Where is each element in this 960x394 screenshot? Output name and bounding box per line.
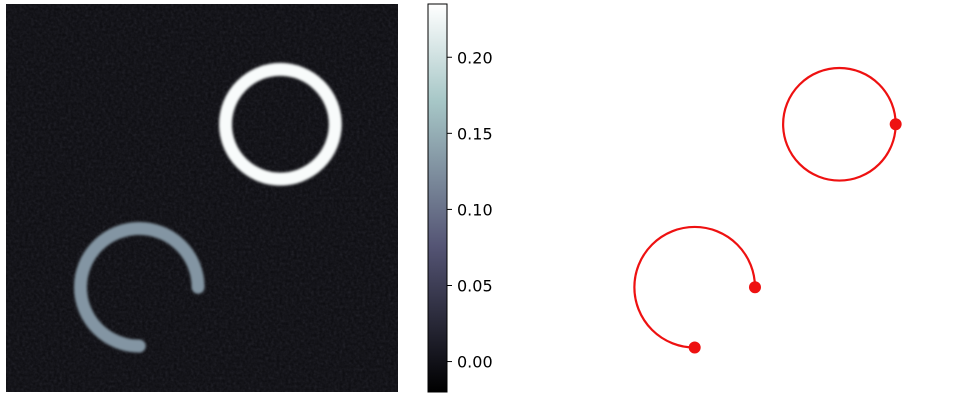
colorbar-tick-label: 0.05: [457, 276, 493, 295]
colorbar-tick-label: 0.15: [457, 124, 493, 143]
series-marker: [748, 281, 761, 294]
image-shape-ring: [219, 62, 342, 186]
colorbar-ticks: 0.00 0.05 0.10 0.15 0.20: [447, 48, 493, 372]
colorbar-tick-label: 0.00: [457, 353, 493, 372]
colorbar-tick-label: 0.20: [457, 48, 493, 67]
series-line-arc: [633, 225, 757, 349]
image-panel: [6, 4, 398, 392]
series-line-circle: [782, 66, 897, 182]
line-panel: [633, 66, 902, 354]
colorbar: 0.00 0.05 0.10 0.15 0.20: [427, 3, 493, 393]
image-shape-arc: [74, 221, 205, 353]
colorbar-frame: [427, 3, 448, 393]
series-marker: [688, 341, 701, 354]
colorbar-tick-label: 0.10: [457, 200, 493, 219]
image-noise: [6, 4, 398, 392]
series-marker: [889, 118, 902, 131]
image-shapes: [74, 62, 342, 353]
colorbar-gradient: [428, 4, 447, 392]
